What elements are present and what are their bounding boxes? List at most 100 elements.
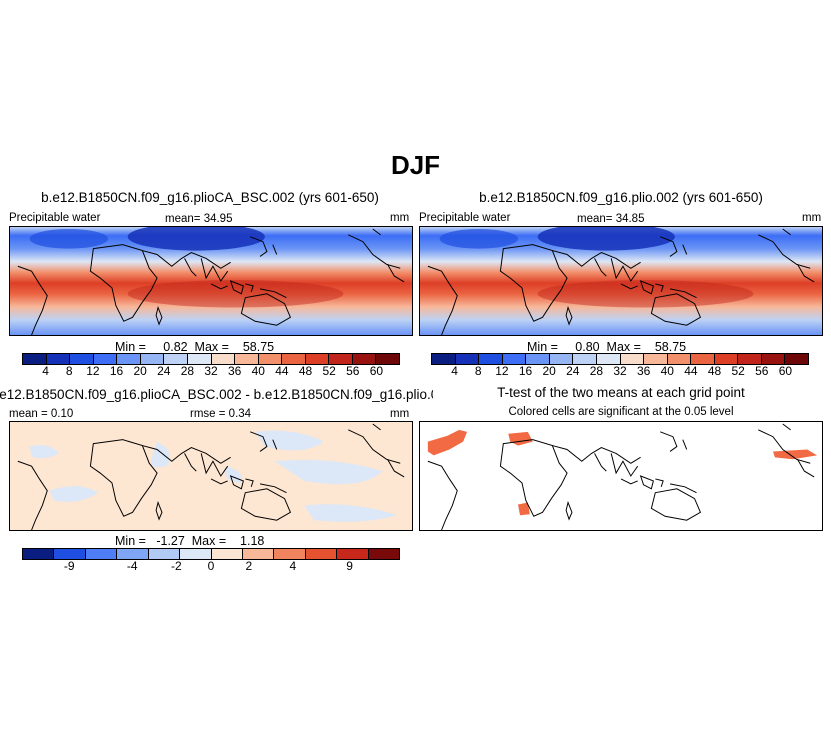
colorbar-tick-label: 44 <box>684 364 698 378</box>
colorbar-swatch <box>282 354 306 364</box>
colorbar-swatch <box>667 354 692 364</box>
colorbar-tick-label: 20 <box>542 364 556 378</box>
colorbar-tick-label: 52 <box>731 364 745 378</box>
panel1-variable: Precipitable water <box>9 212 101 224</box>
panel3-colorbar-ticks: -9 -4 -2 0 2 4 9 <box>22 559 400 575</box>
colorbar-swatch <box>148 549 181 559</box>
colorbar-tick-label: 48 <box>707 364 722 378</box>
colorbar-tick-label: 20 <box>133 364 147 378</box>
colorbar-swatch <box>180 549 212 559</box>
colorbar-swatch <box>235 354 259 364</box>
colorbar-tick-label: -9 <box>63 559 75 573</box>
colorbar-swatch <box>644 354 668 364</box>
colorbar-swatch <box>714 354 739 364</box>
panel3-units: mm <box>390 408 410 420</box>
colorbar-tick-label: 4 <box>42 364 49 378</box>
panel4-subtitle: Colored cells are significant at the 0.0… <box>508 406 734 418</box>
panel2-min-max: Min = 0.80 Max = 58.75 <box>527 340 687 354</box>
colorbar-tick-label: 12 <box>86 364 100 378</box>
colorbar-swatch <box>573 354 597 364</box>
panel3-colorbar <box>22 548 400 560</box>
colorbar-swatch <box>274 549 306 559</box>
colorbar-swatch <box>305 549 338 559</box>
panel1-map <box>9 226 413 336</box>
colorbar-tick-label: 56 <box>346 364 360 378</box>
colorbar-tick-label: 4 <box>289 559 297 573</box>
colorbar-tick-label: 8 <box>65 364 73 378</box>
colorbar-tick-label: 32 <box>613 364 627 378</box>
colorbar-swatch <box>738 354 762 364</box>
colorbar-tick-label: 28 <box>180 364 195 378</box>
colorbar-tick-label: 8 <box>474 364 482 378</box>
colorbar-tick-label: 60 <box>778 364 793 378</box>
colorbar-swatch <box>211 354 236 364</box>
colorbar-tick-label: -4 <box>126 559 138 573</box>
colorbar-swatch <box>85 549 118 559</box>
colorbar-swatch <box>305 354 330 364</box>
panel2-colorbar <box>431 353 809 365</box>
panel3-rmse-label: rmse = <box>190 408 229 420</box>
panel3-min-max: Min = -1.27 Max = 1.18 <box>115 534 265 548</box>
panel1-colorbar-ticks: 4 8 12 16 20 24 28 32 36 40 44 48 52 56 60 <box>22 364 400 380</box>
colorbar-tick-label: 40 <box>251 364 265 378</box>
panel3-mean-label: mean = <box>9 408 51 420</box>
colorbar-swatch <box>23 549 55 559</box>
colorbar-swatch <box>329 354 353 364</box>
colorbar-swatch <box>337 549 369 559</box>
panel2-mean-value: 34.85 <box>615 213 645 225</box>
colorbar-swatch <box>117 549 149 559</box>
colorbar-tick-label: 4 <box>451 364 458 378</box>
panel3-map <box>9 421 413 531</box>
colorbar-swatch <box>140 354 165 364</box>
colorbar-swatch <box>368 549 400 559</box>
colorbar-swatch <box>691 354 715 364</box>
colorbar-swatch <box>620 354 645 364</box>
colorbar-tick-label: 24 <box>157 364 171 378</box>
panel1-units: mm <box>390 212 410 224</box>
colorbar-swatch <box>117 354 141 364</box>
colorbar-swatch <box>54 549 86 559</box>
panel1-title: b.e12.B1850CN.f09_g16.plioCA_BSC.002 (yr… <box>41 190 379 205</box>
colorbar-tick-label: 9 <box>346 559 353 573</box>
colorbar-tick-label: 52 <box>322 364 336 378</box>
panel3-rmse-value: 0.34 <box>228 408 252 420</box>
colorbar-swatch <box>258 354 283 364</box>
colorbar-swatch <box>23 354 47 364</box>
colorbar-swatch <box>164 354 188 364</box>
colorbar-swatch <box>455 354 480 364</box>
colorbar-tick-label: 2 <box>245 559 253 573</box>
panel2-variable: Precipitable water <box>419 212 511 224</box>
colorbar-swatch <box>376 354 399 364</box>
panel2-colorbar-ticks: 4 8 12 16 20 24 28 32 36 40 44 48 52 56 60 <box>431 364 809 380</box>
colorbar-tick-label: 32 <box>204 364 218 378</box>
colorbar-tick-label: 36 <box>227 364 242 378</box>
colorbar-swatch <box>352 354 377 364</box>
panel2-map <box>419 226 823 336</box>
colorbar-swatch <box>761 354 786 364</box>
colorbar-swatch <box>211 549 243 559</box>
panel3-title: b.e12.B1850CN.f09_g16.plioCA_BSC.002 - b… <box>0 387 433 402</box>
colorbar-tick-label: 28 <box>589 364 604 378</box>
colorbar-swatch <box>93 354 118 364</box>
colorbar-tick-label: 40 <box>660 364 674 378</box>
colorbar-tick-label: 44 <box>275 364 289 378</box>
panel1-mean-label: mean= <box>165 213 201 225</box>
figure-title: DJF <box>390 150 441 180</box>
colorbar-swatch <box>46 354 71 364</box>
colorbar-tick-label: 16 <box>518 364 533 378</box>
colorbar-tick-label: 48 <box>298 364 313 378</box>
colorbar-swatch <box>785 354 808 364</box>
colorbar-swatch <box>596 354 621 364</box>
colorbar-tick-label: 12 <box>495 364 509 378</box>
panel4-map <box>419 421 823 531</box>
panel2-title: b.e12.B1850CN.f09_g16.plio.002 (yrs 601-… <box>479 190 763 205</box>
colorbar-swatch <box>549 354 574 364</box>
colorbar-swatch <box>479 354 503 364</box>
colorbar-swatch <box>242 549 275 559</box>
colorbar-tick-label: 36 <box>636 364 651 378</box>
colorbar-tick-label: 56 <box>755 364 769 378</box>
panel2-mean-label: mean= <box>577 213 613 225</box>
colorbar-tick-label: -2 <box>171 559 182 573</box>
colorbar-swatch <box>187 354 212 364</box>
panel4-title: T-test of the two means at each grid poi… <box>497 385 745 400</box>
